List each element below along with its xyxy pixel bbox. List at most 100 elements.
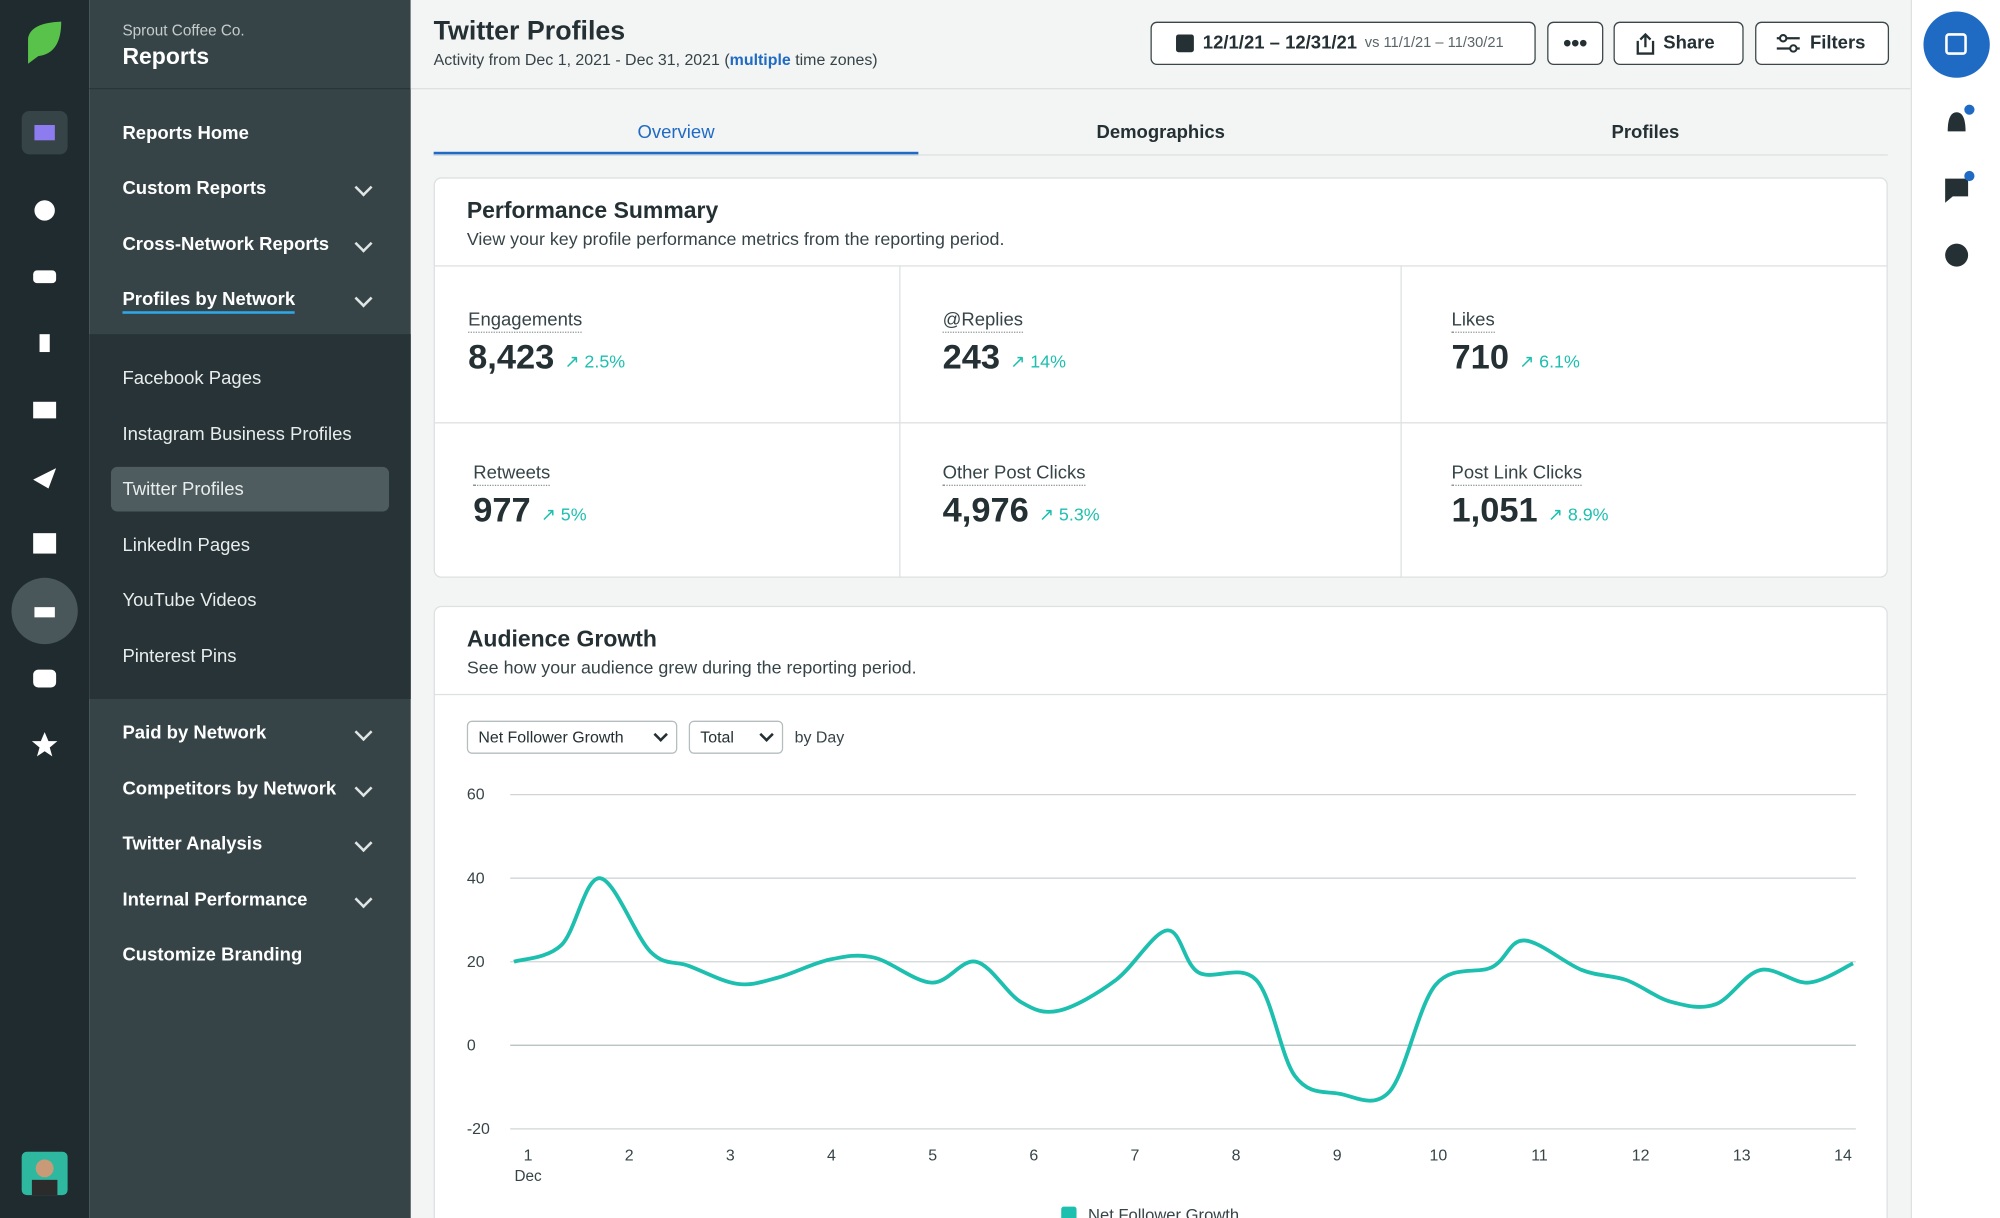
legend-swatch	[1061, 1206, 1077, 1218]
nav-item[interactable]: Custom Reports	[122, 178, 267, 199]
subtitle-text: Activity from Dec 1, 2021 - Dec 31, 2021…	[433, 51, 730, 69]
card-description: View your key profile performance metric…	[466, 228, 1005, 249]
filters-button[interactable]: Filters	[1755, 21, 1890, 66]
card-description: See how your audience grew during the re…	[466, 656, 917, 678]
nav-icon[interactable]	[33, 533, 57, 554]
arrow-icon: ↗	[1039, 503, 1054, 525]
divider	[434, 422, 1887, 424]
nav-item[interactable]: Customize Branding	[122, 945, 303, 966]
tab[interactable]: Demographics	[1096, 122, 1225, 143]
divider	[434, 693, 1887, 696]
metric-label: Other Post Clicks	[942, 463, 1086, 486]
change-value: 5%	[560, 503, 587, 525]
tab[interactable]: Profiles	[1611, 122, 1680, 143]
divider	[899, 265, 901, 578]
audience-card: Audience Growth See how your audience gr…	[433, 605, 1888, 1218]
y-tick-label: -20	[467, 1121, 490, 1138]
nav-icon[interactable]	[33, 270, 57, 284]
nav-item[interactable]: Competitors by Network	[122, 778, 337, 800]
card-title: Audience Growth	[466, 626, 657, 652]
x-tick-label: 1	[524, 1148, 533, 1165]
nav-item[interactable]: Internal Performance	[122, 889, 308, 911]
submenu-item[interactable]: Pinterest Pins	[122, 646, 237, 667]
page-title: Twitter Profiles	[433, 16, 626, 46]
arrow-icon: ↗	[564, 350, 580, 372]
submenu-item[interactable]: YouTube Videos	[122, 590, 257, 611]
x-tick-label: 13	[1733, 1148, 1751, 1165]
active-highlight	[110, 466, 390, 512]
submenu-item[interactable]: LinkedIn Pages	[122, 535, 250, 556]
reports-icon	[34, 607, 55, 618]
subtitle: Activity from Dec 1, 2021 - Dec 31, 2021…	[434, 51, 878, 69]
summary-card: Performance Summary View your key profil…	[433, 177, 1888, 578]
badge	[1964, 170, 1975, 182]
nav-item[interactable]: Twitter Analysis	[122, 834, 263, 855]
metric-value: 1,051	[1451, 491, 1538, 530]
metric-value: 4,976	[942, 491, 1029, 530]
nav-item[interactable]: Cross-Network Reports	[122, 234, 330, 256]
nav-icon[interactable]	[33, 401, 57, 419]
metric-change: ↗ 5.3%	[1039, 504, 1100, 526]
avatar-body	[31, 1179, 58, 1196]
badge	[1964, 104, 1975, 115]
metric-value: 8,423	[468, 338, 555, 377]
nav-item[interactable]: Profiles by Network	[122, 290, 296, 314]
right-rail	[1910, 0, 2000, 1218]
divider	[434, 265, 1887, 267]
nav-item[interactable]: Paid by Network	[122, 723, 267, 744]
change-value: 2.5%	[584, 350, 626, 372]
metric-select[interactable]: Net Follower Growth	[466, 720, 678, 754]
nav-icon[interactable]	[34, 200, 55, 221]
metric-change: ↗ 5%	[541, 504, 587, 526]
metric-label: @Replies	[942, 310, 1024, 333]
x-tick-label: 3	[726, 1148, 735, 1165]
nav-icon[interactable]	[31, 732, 58, 757]
change-value: 14%	[1030, 350, 1066, 372]
compose-icon	[1945, 33, 1967, 55]
metric-change: ↗ 14%	[1010, 351, 1066, 373]
filters-icon	[1776, 34, 1800, 53]
timezone-link[interactable]: multiple	[729, 51, 791, 69]
legend-label: Net Follower Growth	[1088, 1206, 1239, 1218]
x-month-label: Dec	[514, 1168, 542, 1185]
date-picker[interactable]: 12/1/21 – 12/31/21 vs 11/1/21 – 11/30/21	[1150, 21, 1536, 66]
more-button[interactable]: •••	[1547, 21, 1604, 66]
icon-rail	[0, 0, 90, 1218]
rail-icons	[11, 21, 78, 1196]
arrow-icon: ↗	[540, 503, 556, 525]
share-button[interactable]: Share	[1613, 21, 1744, 66]
x-tick-label: 12	[1632, 1148, 1650, 1165]
logo	[28, 21, 62, 64]
share-icon	[1636, 32, 1655, 55]
help-icon[interactable]	[1945, 243, 1969, 267]
metric-value: 977	[473, 491, 531, 530]
nav-item[interactable]: Reports Home	[122, 123, 249, 145]
y-tick-label: 60	[467, 787, 485, 804]
nav-icon[interactable]	[33, 669, 57, 688]
nav-icon[interactable]	[39, 334, 50, 353]
x-tick-label: 2	[625, 1148, 634, 1165]
metric-label: Engagements	[468, 310, 583, 333]
filters-label: Filters	[1809, 33, 1866, 54]
submenu-item[interactable]: Instagram Business Profiles	[122, 424, 352, 445]
tab-divider	[433, 154, 1888, 156]
x-tick-label: 11	[1531, 1148, 1548, 1165]
metric-label: Post Link Clicks	[1451, 463, 1583, 486]
card-title: Performance Summary	[466, 197, 719, 224]
metric-label: Retweets	[473, 463, 551, 486]
nav-icon[interactable]	[33, 468, 57, 489]
submenu-item[interactable]: Facebook Pages	[122, 368, 262, 390]
tab[interactable]: Overview	[637, 122, 715, 143]
change-value: 8.9%	[1567, 503, 1609, 525]
x-tick-label: 10	[1429, 1148, 1447, 1165]
messages-icon[interactable]	[1945, 178, 1969, 203]
compose-button[interactable]	[1923, 11, 1990, 78]
submenu-item[interactable]: Twitter Profiles	[122, 479, 244, 500]
company: Sprout Coffee Co.	[122, 21, 245, 40]
right-icons	[1923, 11, 1990, 267]
subtitle-text: time zones)	[790, 51, 878, 69]
mode-select[interactable]: Total	[688, 720, 784, 754]
bell-icon[interactable]	[1947, 112, 1966, 132]
